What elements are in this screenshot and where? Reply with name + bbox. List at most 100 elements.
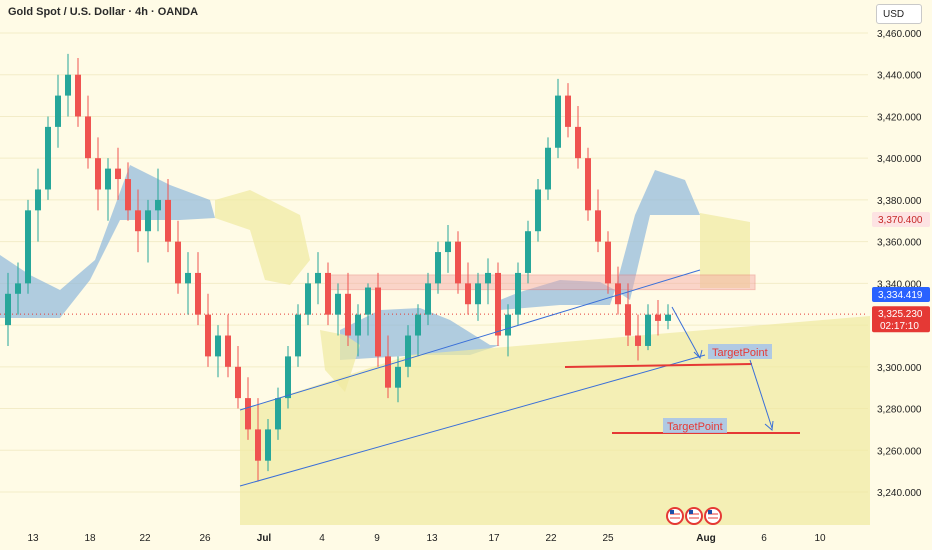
candle-body [475,283,481,305]
candle-body [455,241,461,284]
cloud-area [215,190,310,285]
candle-body [365,287,371,315]
candle-body [215,335,221,357]
price-tag-countdown: 02:17:10 [880,321,919,332]
candle-body [615,283,621,305]
y-tick-label: 3,340.000 [877,279,922,290]
x-tick-label: 13 [426,533,438,544]
candle-body [375,287,381,357]
x-tick-label: 9 [374,533,380,544]
candle-body [85,116,91,159]
y-tick-label: 3,400.000 [877,154,922,165]
candle-body [65,74,71,96]
candle-body [545,147,551,190]
x-tick-label: 25 [602,533,614,544]
y-tick-label: 3,300.000 [877,363,922,374]
cloud-area [0,165,215,318]
target-label: TargetPoint [712,347,768,359]
x-tick-label: 22 [545,533,557,544]
candle-body [315,272,321,284]
x-tick-label: 26 [199,533,211,544]
trend-drawings: TargetPoint TargetPoint [239,269,800,487]
candle-body [255,429,261,461]
price-tag-bg [872,211,930,227]
candle-body [625,304,631,336]
candle-body [285,356,291,399]
candle-body [415,314,421,336]
price-axis: 3,240.000 3,260.000 3,280.000 3,300.000 3,32… [877,29,922,499]
x-tick-label: 17 [488,533,500,544]
flag-canton [670,510,674,514]
y-tick-label: 3,240.000 [877,488,922,499]
candle-body [655,314,661,321]
candle-body [175,241,181,284]
x-tick-label: Aug [696,533,715,544]
candle-body [105,168,111,190]
x-tick-label: 6 [761,533,767,544]
target-label-box [663,418,727,433]
y-tick-label: 3,280.000 [877,405,922,416]
candle-body [335,293,341,315]
candle-body [35,189,41,211]
target-line-1 [564,363,753,368]
y-tick-label: 3,380.000 [877,196,922,207]
trendline-upper [239,269,701,411]
currency-selector-button[interactable]: USD [876,4,922,24]
price-tag-label: 3,334.419 [878,290,923,301]
candle-body [145,210,151,232]
candle-body [385,356,391,388]
candle-body [295,314,301,357]
candle-body [595,210,601,242]
candle-body [225,335,231,367]
candle-body [515,272,521,315]
projection-arrow-1 [671,306,701,359]
candle-body [555,95,561,148]
candle-body [425,283,431,315]
event-badges [666,507,722,525]
candle-body [15,283,21,294]
candle-body [575,126,581,159]
candle-body [135,210,141,232]
x-tick-label: 18 [84,533,96,544]
x-tick-label: 22 [139,533,151,544]
candle-body [665,314,671,321]
candle-body [435,252,441,284]
trendline-lower [239,354,706,487]
chart-title: Gold Spot / U.S. Dollar · 4h · OANDA [8,6,199,18]
cloud-area [500,280,615,310]
annotation-zones [0,274,868,315]
candle-body [585,158,591,211]
candle-body [45,126,51,190]
candle-body [275,398,281,430]
candle-body [25,210,31,284]
projection-arrow-2 [749,359,773,429]
candle-body [235,366,241,399]
flag-canton [689,510,693,514]
candle-body [405,335,411,367]
y-tick-label: 3,460.000 [877,29,922,40]
flag-canton [708,510,712,514]
candle-body [495,272,501,336]
x-tick-label: Jul [257,533,272,544]
candle-body [185,272,191,284]
y-tick-label: 3,420.000 [877,112,922,123]
candle-body [125,179,131,211]
price-tag-label: 3,370.400 [878,215,923,226]
cloud-area [615,170,700,300]
candle-body [155,199,161,211]
x-tick-label: 10 [814,533,826,544]
candle-body [55,95,61,127]
us-flag-icon [704,507,722,525]
candle-body [505,314,511,336]
candle-body [205,314,211,357]
candle-body [565,95,571,127]
candle-body [535,189,541,232]
x-tick-label: 4 [319,533,325,544]
candle-body [95,158,101,190]
candle-body [485,272,491,284]
target-label: TargetPoint [667,421,723,433]
us-flag-icon [666,507,684,525]
candle-body [325,272,331,315]
